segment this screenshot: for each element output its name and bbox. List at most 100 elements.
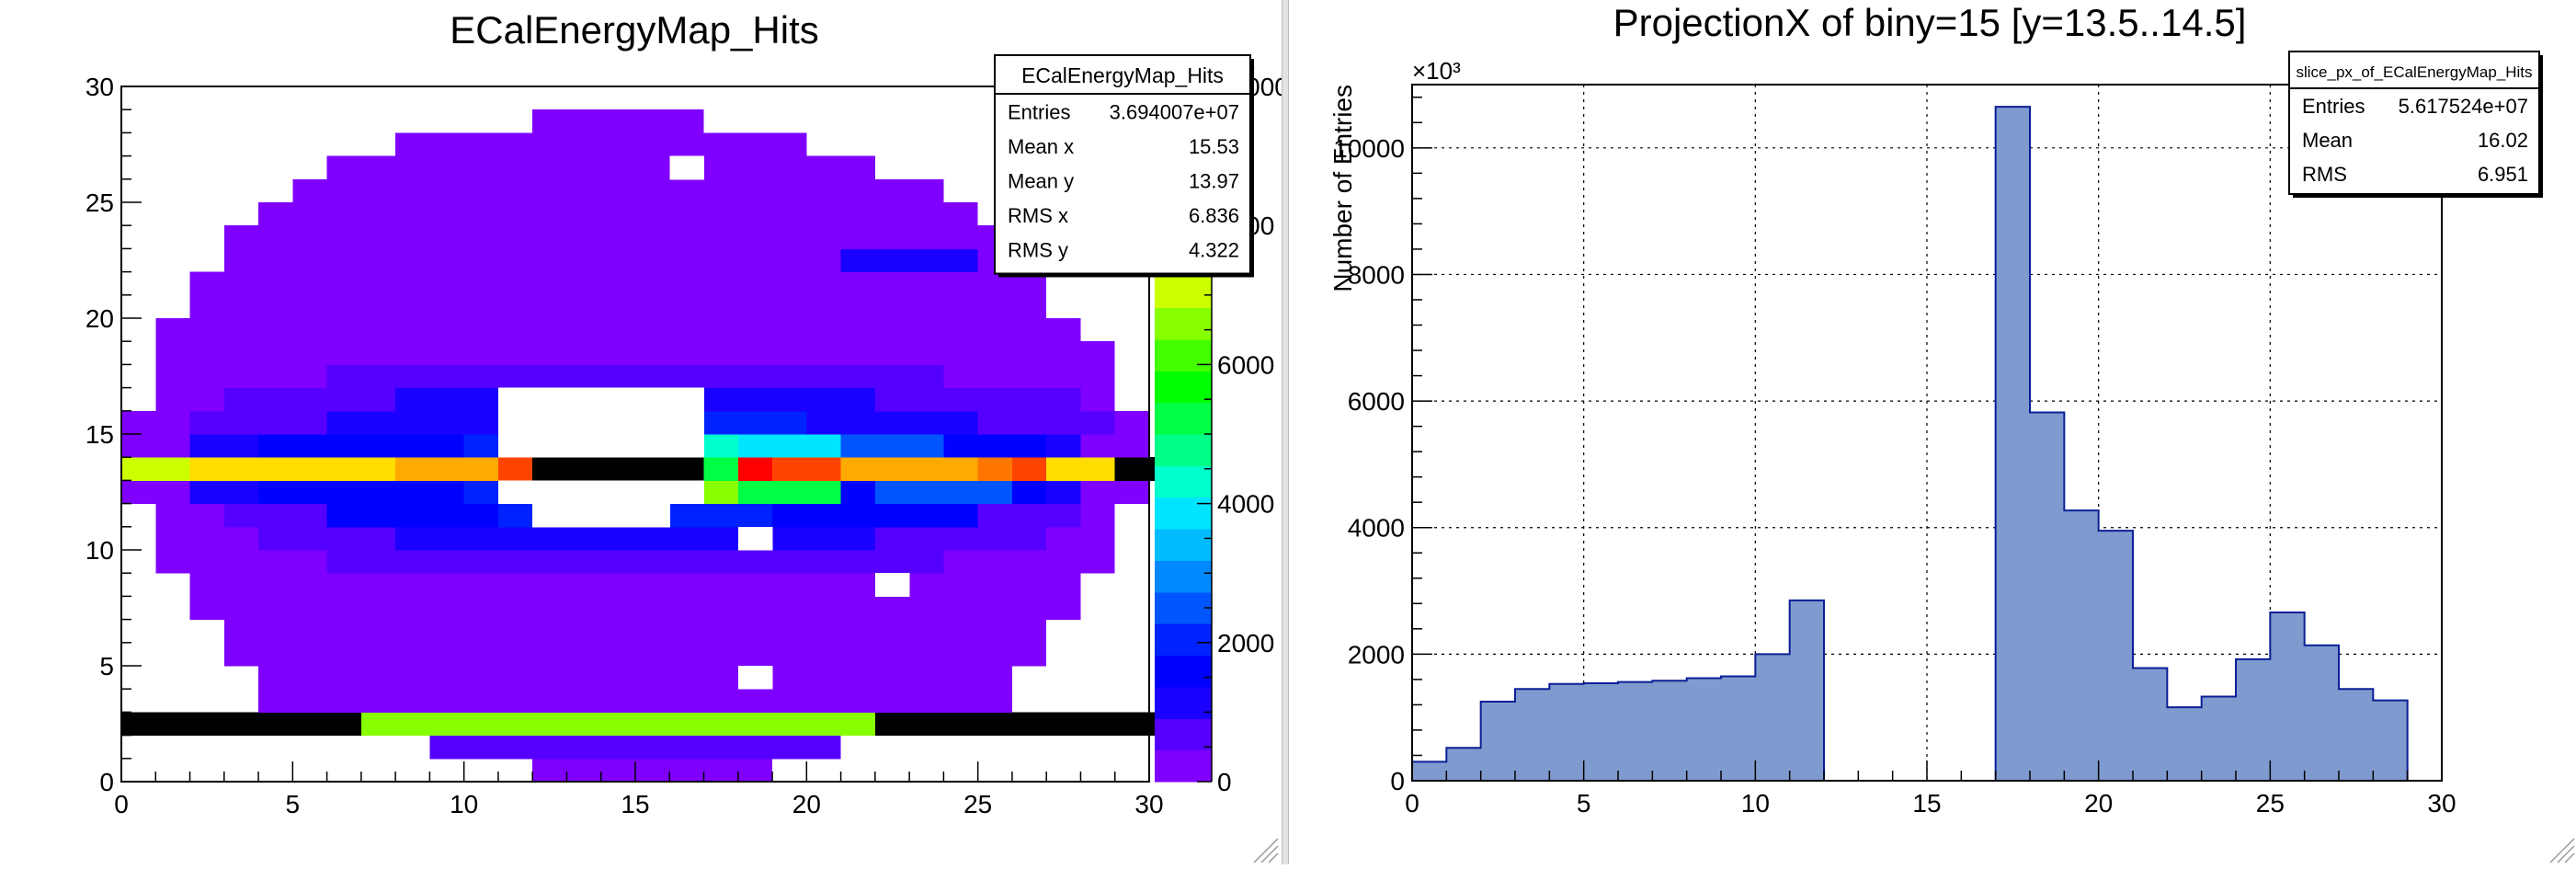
y-exponent-label: ×10³ [1412, 57, 1461, 85]
heatmap-cell-empty [669, 155, 705, 180]
heatmap-cell-empty [532, 410, 567, 435]
heatmap-cell [155, 318, 1081, 342]
heatmap-cell [223, 642, 1047, 667]
heatmap-cell [497, 457, 533, 481]
heatmap-cell [395, 457, 498, 481]
heatmap-cell-empty [669, 480, 705, 505]
heatmap-cell-empty [532, 387, 567, 412]
heatmap-cell [189, 596, 1081, 621]
heatmap-axes: 0 5 10 15 20 25 30 0 5 10 15 20 25 30 [85, 73, 1164, 818]
x-tick-label: 5 [286, 790, 301, 818]
x-tick-label: 5 [1577, 789, 1591, 818]
heatmap-cell [532, 109, 704, 133]
stats-value: 15.53 [1189, 135, 1239, 158]
histogram-bar [1446, 748, 1481, 781]
heatmap-cell [258, 666, 1012, 690]
stats-value: 6.836 [1189, 204, 1239, 227]
x-tick-label: 20 [792, 790, 821, 818]
histogram-bar [1583, 683, 1618, 781]
left-canvas-pane[interactable]: ECalEnergyMap_Hits 0 5 10 15 20 25 30 0 5 10 15 20 25… [0, 0, 1289, 864]
x-tick-label: 25 [963, 790, 992, 818]
heatmap-cell [840, 434, 944, 458]
histogram-bar [1549, 683, 1584, 781]
histogram-bar [2167, 707, 2202, 781]
y-tick-label: 5 [99, 652, 114, 680]
palette-segment [1155, 434, 1212, 466]
pane-divider[interactable] [1282, 0, 1289, 864]
y-tick-label: 4000 [1348, 514, 1405, 543]
heatmap-chart[interactable]: ECalEnergyMap_Hits 0 5 10 15 20 25 30 0 5 10 15 20 25… [0, 0, 1289, 864]
heatmap-cell [703, 480, 738, 505]
histogram-bar [1480, 701, 1515, 781]
left-stats-box: ECalEnergyMap_Hits Entries 3.694007e+07 Mea… [994, 54, 1254, 278]
x-tick-label: 15 [621, 790, 649, 818]
histogram-bar [1515, 689, 1550, 781]
heatmap-cell-empty [497, 387, 533, 412]
x-tick-label: 10 [450, 790, 478, 818]
stats-label: RMS y [1008, 239, 1068, 262]
heatmap-cell [326, 155, 875, 180]
y-tick-label: 15 [85, 420, 114, 449]
heatmap-cell-empty [669, 387, 705, 412]
histogram-bar [2133, 668, 2168, 781]
palette-segment [1155, 560, 1212, 593]
right-canvas-pane[interactable]: ProjectionX of biny=15 [y=13.5..14.5] 0 5 1… [1289, 0, 2576, 864]
y-tick-label: 10 [85, 536, 114, 565]
x-tick-label: 0 [1405, 789, 1419, 818]
stats-value: 6.951 [2478, 163, 2528, 186]
y-tick-label: 10000 [1333, 134, 1405, 163]
x-tick-label: 30 [1134, 790, 1163, 818]
grip-line [2557, 845, 2575, 863]
palette-segment [1155, 749, 1212, 783]
palette-segment [1155, 623, 1212, 657]
heatmap-cell [772, 457, 841, 481]
histogram-bar [2098, 531, 2133, 781]
histogram-bar [1652, 680, 1687, 781]
heatmap-cell [223, 619, 1047, 644]
histogram-bars [1411, 106, 2409, 781]
heatmap-cell [874, 712, 1184, 737]
histogram-chart[interactable]: ProjectionX of biny=15 [y=13.5..14.5] 0 5 1… [1289, 0, 2576, 864]
grip-line [1268, 852, 1279, 863]
histogram-bar [2304, 645, 2339, 781]
heatmap-cell [189, 294, 1047, 319]
stats-value: 13.97 [1189, 170, 1239, 193]
heatmap-cell-empty [635, 503, 670, 528]
heatmap-cell-empty [566, 434, 602, 458]
heatmap-cell [121, 457, 190, 481]
histogram-bar [2064, 510, 2099, 781]
histogram-bar [2339, 689, 2374, 781]
y-tick-label: 6000 [1348, 387, 1405, 416]
heatmap-cell-empty [600, 503, 636, 528]
heatmap-cell-empty [874, 573, 910, 597]
heatmap-cell-empty [635, 434, 670, 458]
stats-title: ECalEnergyMap_Hits [1021, 63, 1224, 87]
palette-segment [1155, 497, 1212, 530]
heatmap-cell-empty [566, 480, 602, 505]
palette-segment [1155, 529, 1212, 561]
heatmap-cell-empty [737, 526, 773, 551]
histogram-outline [1411, 106, 2409, 781]
heatmap-cell-empty [600, 434, 636, 458]
heatmap-cell-empty [532, 434, 567, 458]
resize-grip-icon [2549, 838, 2575, 863]
heatmap-cell-empty [600, 410, 636, 435]
stats-label: Entries [1008, 101, 1070, 124]
heatmap-cell [155, 341, 1115, 365]
y-axis-label: Number of Entries [1328, 85, 1357, 292]
x-tick-label: 10 [1741, 789, 1770, 818]
heatmap-cell [360, 712, 875, 737]
heatmap-cell [258, 689, 1012, 713]
histogram-bar [1789, 600, 1824, 781]
heatmap-cell [189, 271, 1047, 296]
grip-line [1260, 845, 1279, 863]
heatmap-cell-empty [737, 666, 773, 690]
palette-segment [1155, 307, 1212, 340]
stats-value: 4.322 [1189, 239, 1239, 262]
grip-line [2564, 852, 2575, 863]
heatmap-cell [1046, 457, 1115, 481]
histogram-bar [2270, 612, 2305, 781]
heatmap-cell-empty [532, 480, 567, 505]
histogram-bar [1995, 107, 2030, 781]
x-tick-label: 25 [2256, 789, 2285, 818]
